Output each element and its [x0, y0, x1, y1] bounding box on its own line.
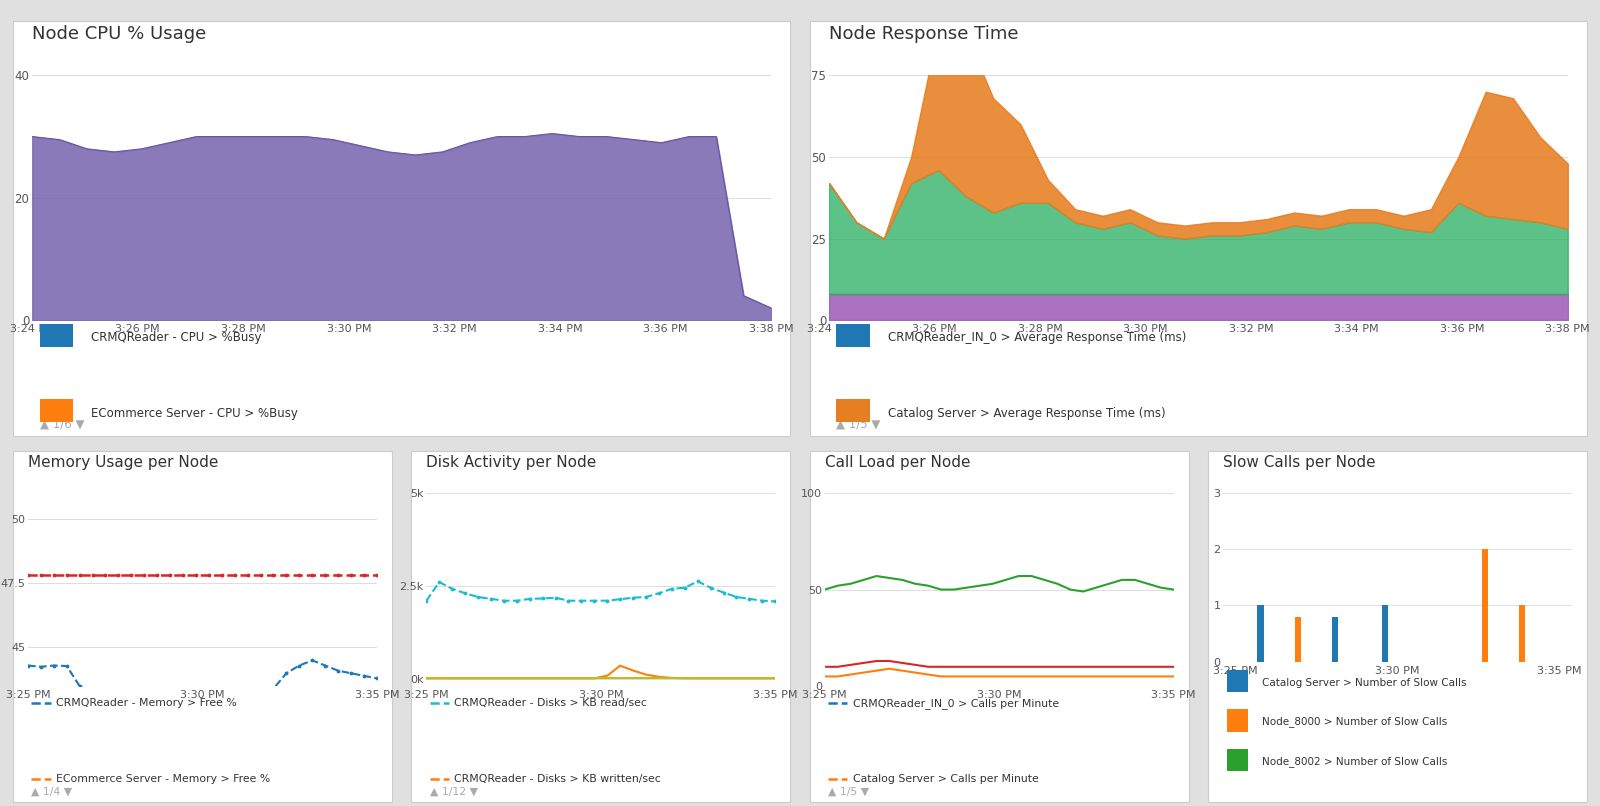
- Text: Memory Usage per Node: Memory Usage per Node: [27, 455, 218, 470]
- Bar: [1227, 709, 1248, 732]
- Text: Node_8002 > Number of Slow Calls: Node_8002 > Number of Slow Calls: [1261, 756, 1446, 767]
- Text: ▲ 1/6 ▼: ▲ 1/6 ▼: [40, 418, 85, 430]
- Bar: [1382, 605, 1389, 662]
- Text: ECommerce Server - Memory > Free %: ECommerce Server - Memory > Free %: [56, 774, 270, 783]
- Text: ▲ 1/5 ▼: ▲ 1/5 ▼: [837, 418, 882, 430]
- Text: CRMQReader - Disks > KB written/sec: CRMQReader - Disks > KB written/sec: [454, 774, 661, 783]
- Text: Node Response Time: Node Response Time: [829, 26, 1019, 44]
- Text: ECommerce Server - CPU > %Busy: ECommerce Server - CPU > %Busy: [91, 407, 298, 420]
- Text: Catalog Server > Average Response Time (ms): Catalog Server > Average Response Time (…: [888, 407, 1166, 420]
- Text: ▲ 1/12 ▼: ▲ 1/12 ▼: [430, 786, 478, 796]
- Text: Catalog Server > Number of Slow Calls: Catalog Server > Number of Slow Calls: [1261, 678, 1466, 688]
- Text: Node_8000 > Number of Slow Calls: Node_8000 > Number of Slow Calls: [1261, 717, 1446, 727]
- Text: CRMQReader - CPU > %Busy: CRMQReader - CPU > %Busy: [91, 331, 262, 344]
- Text: ▲ 1/5 ▼: ▲ 1/5 ▼: [829, 786, 869, 796]
- Text: Catalog Server > Calls per Minute: Catalog Server > Calls per Minute: [853, 774, 1038, 783]
- Bar: [1333, 617, 1339, 662]
- Bar: [837, 399, 870, 422]
- Bar: [837, 324, 870, 347]
- Bar: [1482, 549, 1488, 662]
- Bar: [1294, 617, 1301, 662]
- Text: ▲ 1/4 ▼: ▲ 1/4 ▼: [32, 786, 72, 796]
- Bar: [1227, 670, 1248, 692]
- Bar: [1258, 605, 1264, 662]
- Text: Node CPU % Usage: Node CPU % Usage: [32, 26, 206, 44]
- Text: Slow Calls per Node: Slow Calls per Node: [1222, 455, 1376, 470]
- Text: CRMQReader_IN_0 > Average Response Time (ms): CRMQReader_IN_0 > Average Response Time …: [888, 331, 1187, 344]
- Bar: [40, 399, 74, 422]
- Text: CRMQReader - Memory > Free %: CRMQReader - Memory > Free %: [56, 699, 237, 708]
- Bar: [1518, 605, 1525, 662]
- Text: CRMQReader_IN_0 > Calls per Minute: CRMQReader_IN_0 > Calls per Minute: [853, 698, 1059, 709]
- Text: Disk Activity per Node: Disk Activity per Node: [426, 455, 597, 470]
- Text: Call Load per Node: Call Load per Node: [824, 455, 970, 470]
- Bar: [40, 324, 74, 347]
- Bar: [1227, 749, 1248, 771]
- Text: CRMQReader - Disks > KB read/sec: CRMQReader - Disks > KB read/sec: [454, 699, 646, 708]
